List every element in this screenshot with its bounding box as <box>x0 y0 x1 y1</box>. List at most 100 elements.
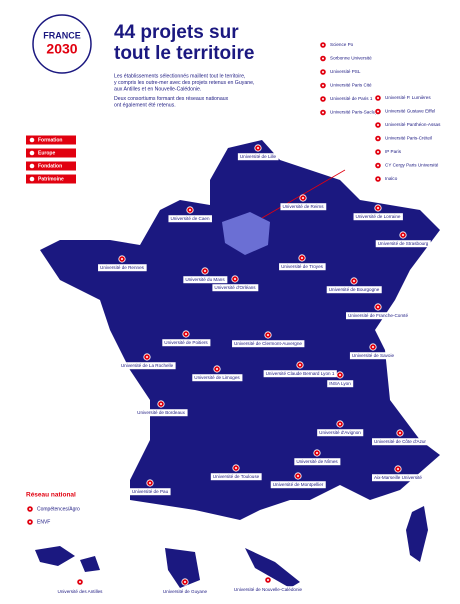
icon-dot <box>377 110 379 113</box>
label-box <box>210 473 262 481</box>
label-box <box>263 370 337 378</box>
legend-icon <box>29 176 35 182</box>
label-box <box>328 68 363 76</box>
icon-dot <box>377 124 379 126</box>
icon-dot <box>146 356 148 358</box>
place-label: Université de La Rochelle <box>121 363 174 368</box>
icon-dot <box>397 468 399 470</box>
place-label: Université Gustave Eiffel <box>385 109 435 114</box>
place-label: Université du Mans <box>185 277 225 282</box>
label-box <box>183 276 228 284</box>
place-label: Université de Nouvelle-Calédonie <box>234 587 303 592</box>
intro-line: Deux consortiums formant des réseaux nat… <box>114 96 229 102</box>
legend-box <box>26 148 76 158</box>
label-box <box>375 240 431 248</box>
icon-dot <box>204 270 206 272</box>
icon-dot <box>301 257 303 259</box>
icon-dot <box>377 207 379 209</box>
icon-dot <box>297 475 299 477</box>
place-label: Université de Pau <box>132 489 169 494</box>
icon-dot <box>185 333 187 335</box>
label-box <box>383 134 434 142</box>
place-label: Université de Nîmes <box>296 459 338 464</box>
place-label: Université P. Lumières <box>385 95 431 100</box>
label-box <box>383 121 444 129</box>
legend-label: Europe <box>38 150 55 156</box>
ile-de-france <box>222 212 270 255</box>
place-label: Université de Guyane <box>163 589 208 594</box>
place-label: Université Claude Bernard Lyon 1 <box>266 371 335 376</box>
icon-dot <box>189 209 191 211</box>
corsica <box>406 506 428 562</box>
place-label: Université de Bourgogne <box>329 287 380 292</box>
label-box <box>328 41 356 49</box>
label-box <box>327 380 354 388</box>
place-label: INSA Lyon <box>329 381 351 386</box>
network-item: ENVF <box>37 519 50 525</box>
place-label: Université de Reims <box>282 204 324 209</box>
icon-dot <box>149 482 151 484</box>
label-box <box>98 264 147 272</box>
place-label: Université de Rennes <box>100 265 145 270</box>
place-label: Université de Montpellier <box>273 482 324 487</box>
icon-dot <box>184 581 186 583</box>
label-box <box>328 81 375 89</box>
place-label: Université de Lille <box>240 154 277 159</box>
place-label: Université de Lorraine <box>356 214 401 219</box>
place-label: Inalco <box>385 176 398 181</box>
label-box <box>129 488 171 496</box>
place-label: Université Panthéon-Assas <box>385 122 441 127</box>
icon-dot <box>322 111 324 114</box>
label-box <box>383 107 438 115</box>
place-label: Université de Toulouse <box>213 474 260 479</box>
icon-dot <box>299 364 301 366</box>
icon-dot <box>377 137 379 140</box>
icon-dot <box>322 98 324 100</box>
label-box <box>160 588 210 596</box>
label-box <box>135 409 188 417</box>
label-box <box>328 95 375 103</box>
label-box <box>280 203 327 211</box>
icon-dot <box>257 147 259 149</box>
place-label: Université de Paris 1 <box>330 96 373 101</box>
place-label: Université de Bordeaux <box>137 410 185 415</box>
place-label: Université de Franche-Comté <box>348 313 408 318</box>
place-label: Université d'Orléans <box>214 285 256 290</box>
place-label: Université de Poitiers <box>164 340 208 345</box>
icon-dot <box>399 432 401 434</box>
icon-dot <box>402 234 404 236</box>
place-label: Science Po <box>330 42 354 47</box>
label-box <box>328 108 381 116</box>
icon-dot <box>372 346 374 348</box>
icon-dot <box>267 334 269 336</box>
label-box <box>383 148 404 156</box>
network-item: Compétences/Agro <box>37 506 80 512</box>
icon-dot <box>29 508 31 510</box>
icon-dot <box>235 467 237 469</box>
icon-dot <box>29 521 31 523</box>
label-box <box>237 153 279 161</box>
place-label: Université Paris Cité <box>330 83 372 88</box>
caledonie-map <box>245 548 300 588</box>
intro-line: y compris les outre-mer avec des projets… <box>114 80 254 86</box>
icon-dot <box>322 44 324 46</box>
place-label: Université de Clermont-Auvergne <box>234 341 302 346</box>
label-box <box>168 215 212 223</box>
place-label: IP Paris <box>385 149 402 154</box>
place-label: Université des Antilles <box>58 589 104 594</box>
label-box <box>279 263 326 271</box>
legend-icon <box>29 137 35 143</box>
place-label: Université d'Avignon <box>319 430 361 435</box>
icon-dot <box>377 164 379 167</box>
label-box <box>162 339 211 347</box>
label-box <box>270 481 326 489</box>
place-label: Aix-Marseille Université <box>374 475 422 480</box>
logo-ring <box>32 14 92 74</box>
icon-dot <box>322 84 324 87</box>
label-box <box>192 374 243 382</box>
icon-dot <box>339 374 341 376</box>
place-label: Université de Troyes <box>281 264 324 269</box>
place-label: Université de Caen <box>170 216 210 221</box>
legend-label: Patrimoine <box>38 176 64 182</box>
